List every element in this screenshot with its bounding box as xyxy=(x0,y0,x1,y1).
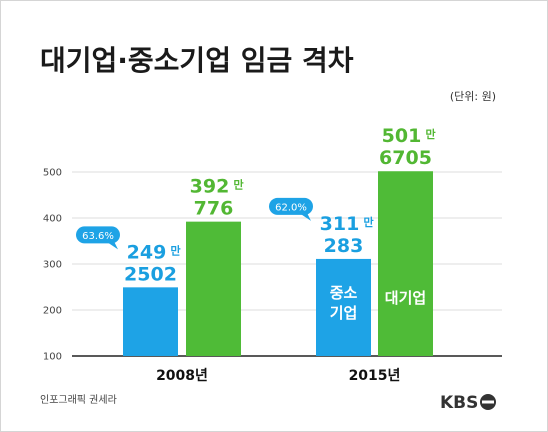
in-bar-label-small: 중소 xyxy=(330,284,358,302)
large-company-bar xyxy=(378,171,433,356)
data-label-suffix: 만 xyxy=(171,243,181,257)
ratio-bubble xyxy=(269,197,313,215)
chart-title: 대기업·중소기업 임금 격차 xyxy=(40,44,354,77)
ratio-label: 63.6% xyxy=(82,231,114,242)
data-label-manwon: 311 xyxy=(320,213,360,235)
credit-text: 인포그래픽 권세라 xyxy=(40,394,117,406)
data-label-suffix: 만 xyxy=(426,127,436,141)
data-label-won: 776 xyxy=(194,198,234,220)
small-company-bar xyxy=(123,287,178,356)
unit-label: (단위: 원) xyxy=(450,90,496,103)
kbs-logo-text: KBS xyxy=(440,393,478,413)
data-label-manwon: 249 xyxy=(127,241,167,263)
y-tick-label: 300 xyxy=(43,260,62,271)
data-label-suffix: 만 xyxy=(234,178,244,192)
large-company-bar xyxy=(186,221,241,356)
x-category-label: 2008년 xyxy=(156,368,208,384)
data-label-won: 2502 xyxy=(124,263,177,285)
ratio-bubble-tail xyxy=(299,210,311,221)
data-label-manwon: 392 xyxy=(190,176,230,198)
ratio-label: 62.0% xyxy=(275,202,307,213)
small-company-bar xyxy=(316,258,371,356)
data-label-won: 283 xyxy=(324,235,364,257)
data-label-won: 6705 xyxy=(379,147,432,169)
y-tick-label: 400 xyxy=(43,214,62,225)
data-label-manwon: 501 xyxy=(382,125,422,147)
data-label-suffix: 만 xyxy=(364,215,374,229)
y-tick-label: 100 xyxy=(43,352,62,363)
kbs-logo-mark xyxy=(482,400,494,404)
in-bar-label-large: 대기업 xyxy=(385,289,426,307)
ratio-bubble-tail xyxy=(106,239,118,250)
x-category-label: 2015년 xyxy=(349,368,401,384)
ratio-bubble xyxy=(76,226,120,244)
y-tick-label: 200 xyxy=(43,306,62,317)
in-bar-label-small: 기업 xyxy=(330,304,358,322)
y-tick-label: 500 xyxy=(43,168,62,179)
